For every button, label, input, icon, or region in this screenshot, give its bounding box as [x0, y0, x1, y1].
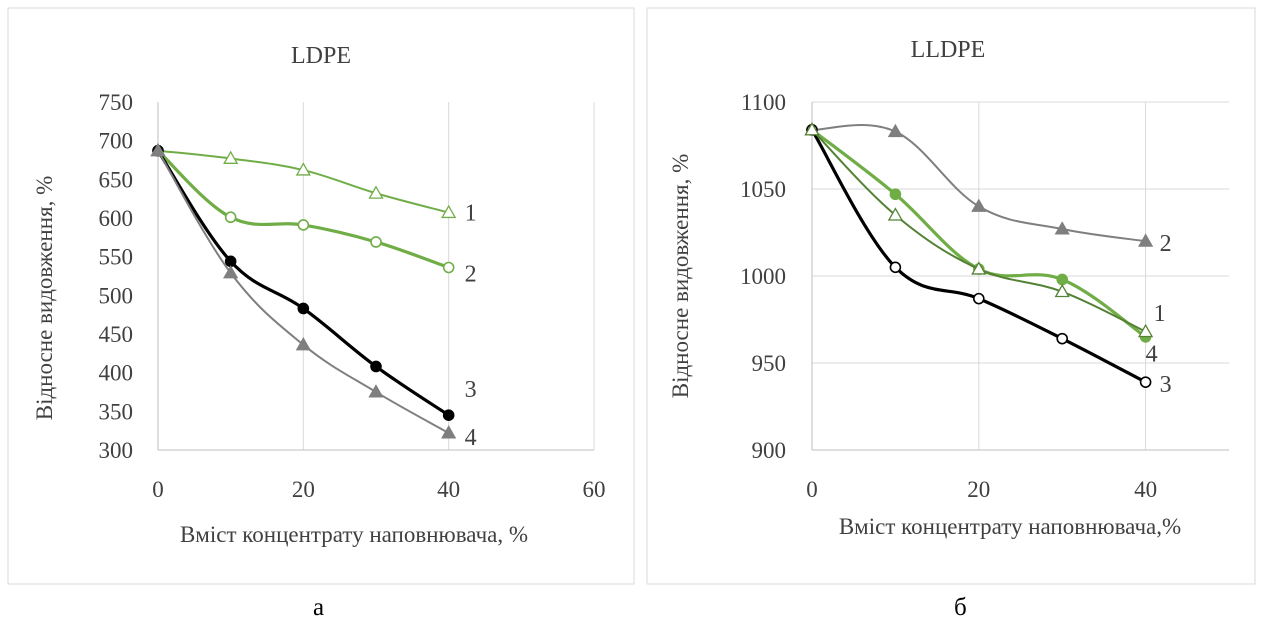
data-point-series-3 — [1056, 332, 1068, 345]
y-axis-label: Відносне видовження, % — [32, 176, 57, 421]
x-tick-label: 20 — [967, 477, 990, 502]
y-tick-label: 300 — [99, 438, 134, 463]
series-label-4: 4 — [1146, 342, 1158, 368]
data-point-series-4 — [368, 384, 384, 398]
chart-panel-ldpe: 300 350 400 450 500 550 600 650 700 750 0 20 40 60 1 2… — [7, 7, 635, 585]
data-point-series-2 — [297, 219, 310, 231]
axes — [157, 102, 594, 451]
data-point-series-4 — [441, 425, 457, 439]
series-label-2: 2 — [1160, 231, 1172, 257]
data-point-series-2 — [224, 211, 237, 224]
data-point-series-3 — [889, 261, 902, 274]
data-point-series-2 — [442, 261, 455, 274]
axes — [811, 102, 1229, 451]
panel-caption-a: а — [313, 594, 325, 621]
data-point-series-2 — [1054, 221, 1070, 235]
chart-border — [7, 7, 635, 585]
y-axis-label: Відносне видовження, % — [668, 154, 693, 399]
data-point-series-3 — [224, 255, 237, 268]
x-tick-label: 0 — [806, 477, 818, 502]
data-point-series-2 — [1137, 233, 1154, 247]
chart-border — [646, 7, 1256, 585]
series-label-4: 4 — [465, 425, 477, 451]
series-labels: 1 2 3 4 — [465, 201, 477, 451]
chart-panel-lldpe: 900 950 1000 1050 1100 0 20 40 1 2 34 LLDPE Вміст… — [646, 7, 1256, 585]
series-group — [150, 142, 457, 439]
data-point-series-4 — [887, 207, 904, 221]
data-point-series-2 — [887, 123, 904, 138]
tick-labels: 900 950 1000 1050 1100 0 20 40 — [740, 90, 1157, 502]
y-tick-label: 1000 — [740, 264, 786, 289]
data-point-series-4 — [1137, 323, 1154, 338]
grid-lines — [302, 102, 595, 450]
data-point-series-4 — [1054, 283, 1070, 298]
data-point-series-4 — [150, 142, 166, 157]
y-tick-label: 1100 — [741, 90, 786, 115]
y-tick-label: 400 — [99, 361, 134, 386]
x-tick-label: 40 — [1134, 477, 1157, 502]
tick-labels: 300 350 400 450 500 550 600 650 700 750 0 20 40 60 — [99, 90, 606, 502]
data-point-series-1 — [1056, 273, 1068, 286]
data-point-series-3 — [442, 409, 455, 422]
y-tick-label: 950 — [752, 351, 787, 376]
y-tick-label: 900 — [752, 438, 787, 463]
series-label-3: 3 — [465, 377, 477, 403]
y-tick-label: 600 — [99, 206, 134, 231]
series-line-3 — [810, 128, 1148, 384]
y-tick-label: 500 — [99, 283, 134, 308]
x-axis-label: Вміст концентрату наповнювача,% — [839, 514, 1181, 539]
y-tick-label: 750 — [99, 90, 134, 115]
data-point-series-3 — [297, 302, 310, 315]
x-tick-label: 40 — [437, 477, 460, 502]
y-tick-label: 650 — [99, 167, 134, 192]
series-line-4 — [157, 149, 450, 434]
y-tick-label: 550 — [99, 245, 134, 270]
series-label-1: 1 — [465, 201, 477, 227]
data-point-series-2 — [370, 236, 382, 248]
data-point-series-4 — [223, 265, 239, 279]
data-point-series-1 — [889, 188, 902, 201]
data-point-series-3 — [370, 360, 382, 373]
data-point-series-3 — [972, 292, 985, 305]
series-label-2: 2 — [465, 261, 477, 287]
series-label-3: 3 — [1160, 372, 1172, 398]
series-labels: 1 2 34 — [1146, 231, 1172, 398]
x-tick-label: 60 — [583, 477, 606, 502]
data-point-series-4 — [971, 261, 987, 275]
y-tick-label: 350 — [99, 399, 134, 424]
x-axis-label: Вміст концентрату наповнювача, % — [180, 522, 528, 547]
panel-caption-b: б — [954, 594, 967, 621]
y-tick-label: 450 — [99, 322, 134, 347]
data-point-series-1 — [368, 185, 384, 199]
chart-title: LDPE — [291, 43, 351, 69]
x-tick-label: 0 — [152, 477, 164, 502]
series-group — [804, 122, 1154, 388]
y-tick-label: 700 — [99, 129, 134, 154]
y-tick-label: 1050 — [740, 177, 786, 202]
data-point-series-3 — [1139, 376, 1152, 388]
chart-title: LLDPE — [911, 37, 986, 63]
data-point-series-1 — [441, 204, 457, 219]
series-label-1: 1 — [1154, 301, 1166, 327]
data-point-series-2 — [971, 198, 987, 212]
data-point-series-4 — [295, 337, 311, 351]
data-point-series-4 — [804, 122, 820, 136]
data-point-series-1 — [295, 162, 311, 176]
data-point-series-1 — [223, 150, 239, 164]
x-tick-label: 20 — [292, 477, 315, 502]
